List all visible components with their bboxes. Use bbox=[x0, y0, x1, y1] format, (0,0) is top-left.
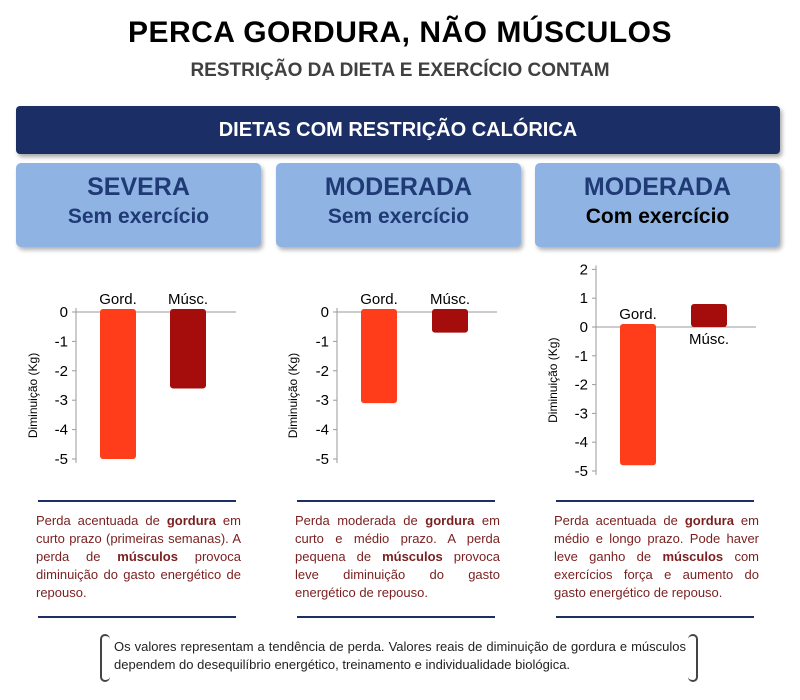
footnote: Os valores representam a tendência de pe… bbox=[100, 634, 698, 682]
bracket-left bbox=[100, 634, 110, 682]
y-axis-label: Diminuição (Kg) bbox=[286, 353, 300, 438]
y-tick-label: -1 bbox=[575, 348, 588, 365]
category-label: Gord. bbox=[360, 291, 398, 308]
separator bbox=[38, 500, 236, 502]
bracket-right bbox=[688, 634, 698, 682]
page-subtitle: RESTRIÇÃO DA DIETA E EXERCÍCIO CONTAM bbox=[190, 60, 610, 81]
keyword-gordura: gordura bbox=[425, 513, 475, 528]
y-tick-label: -2 bbox=[55, 363, 68, 380]
keyword-musculos: músculos bbox=[117, 549, 178, 564]
bar-gordura bbox=[620, 324, 656, 466]
category-label: Músc. bbox=[689, 331, 729, 348]
bar-gordura bbox=[361, 309, 397, 404]
y-tick-label: 0 bbox=[321, 304, 329, 321]
y-tick-label: 0 bbox=[580, 319, 588, 336]
panel-subtitle: Com exercício bbox=[585, 205, 730, 228]
footnote-text: Os valores representam a tendência de pe… bbox=[114, 639, 686, 672]
diet-banner: DIETAS COM RESTRIÇÃO CALÓRICA bbox=[16, 106, 780, 154]
panel-header-moderada-sem: MODERADA Sem exercício bbox=[276, 163, 521, 247]
y-tick-label: -2 bbox=[316, 363, 329, 380]
panel-title: SEVERA bbox=[87, 173, 190, 201]
panel-header-severa: SEVERA Sem exercício bbox=[16, 163, 261, 247]
panel-description: Perda acentuada de gordura em curto praz… bbox=[36, 513, 241, 600]
y-tick-label: -3 bbox=[575, 405, 588, 422]
separator bbox=[556, 616, 754, 618]
panel-header-moderada-com: MODERADA Com exercício bbox=[535, 163, 780, 247]
y-tick-label: -5 bbox=[55, 451, 68, 468]
separator bbox=[297, 616, 495, 618]
separator bbox=[297, 500, 495, 502]
keyword-gordura: gordura bbox=[166, 513, 216, 528]
category-label: Músc. bbox=[168, 291, 208, 308]
y-tick-label: -4 bbox=[575, 434, 588, 451]
bar-musculos bbox=[432, 309, 468, 333]
y-tick-label: -1 bbox=[55, 333, 68, 350]
panel-description: Perda moderada de gordura em curto e méd… bbox=[295, 513, 500, 600]
y-tick-label: -2 bbox=[575, 377, 588, 394]
keyword-musculos: músculos bbox=[662, 549, 724, 564]
keyword-musculos: músculos bbox=[382, 549, 443, 564]
y-axis-label: Diminuição (Kg) bbox=[26, 353, 40, 438]
keyword-gordura: gordura bbox=[684, 513, 734, 528]
bar-gordura bbox=[100, 309, 136, 459]
category-label: Gord. bbox=[99, 291, 137, 308]
bar-musculos bbox=[691, 303, 727, 327]
panel-title: MODERADA bbox=[583, 173, 732, 201]
y-tick-label: 1 bbox=[580, 290, 588, 307]
bar-musculos bbox=[170, 309, 206, 389]
y-tick-label: -5 bbox=[316, 451, 329, 468]
panel-subtitle: Sem exercício bbox=[327, 205, 470, 228]
y-tick-label: -3 bbox=[316, 392, 329, 409]
y-tick-label: 2 bbox=[580, 261, 588, 278]
category-label: Gord. bbox=[619, 306, 657, 323]
y-tick-label: -4 bbox=[55, 422, 68, 439]
y-axis-label: Diminuição (Kg) bbox=[546, 338, 560, 423]
y-tick-label: 0 bbox=[60, 304, 68, 321]
panel-subtitle: Sem exercício bbox=[67, 205, 210, 228]
panel-title: MODERADA bbox=[324, 173, 473, 201]
y-tick-label: -1 bbox=[316, 333, 329, 350]
y-tick-label: -4 bbox=[316, 422, 329, 439]
y-tick-label: -5 bbox=[575, 463, 588, 480]
page-title: PERCA GORDURA, NÃO MÚSCULOS bbox=[127, 16, 673, 49]
y-tick-label: -3 bbox=[55, 392, 68, 409]
panel-description: Perda acentuada de gordura em médio e lo… bbox=[554, 513, 760, 600]
separator bbox=[556, 500, 754, 502]
category-label: Músc. bbox=[430, 291, 470, 308]
separator bbox=[38, 616, 236, 618]
